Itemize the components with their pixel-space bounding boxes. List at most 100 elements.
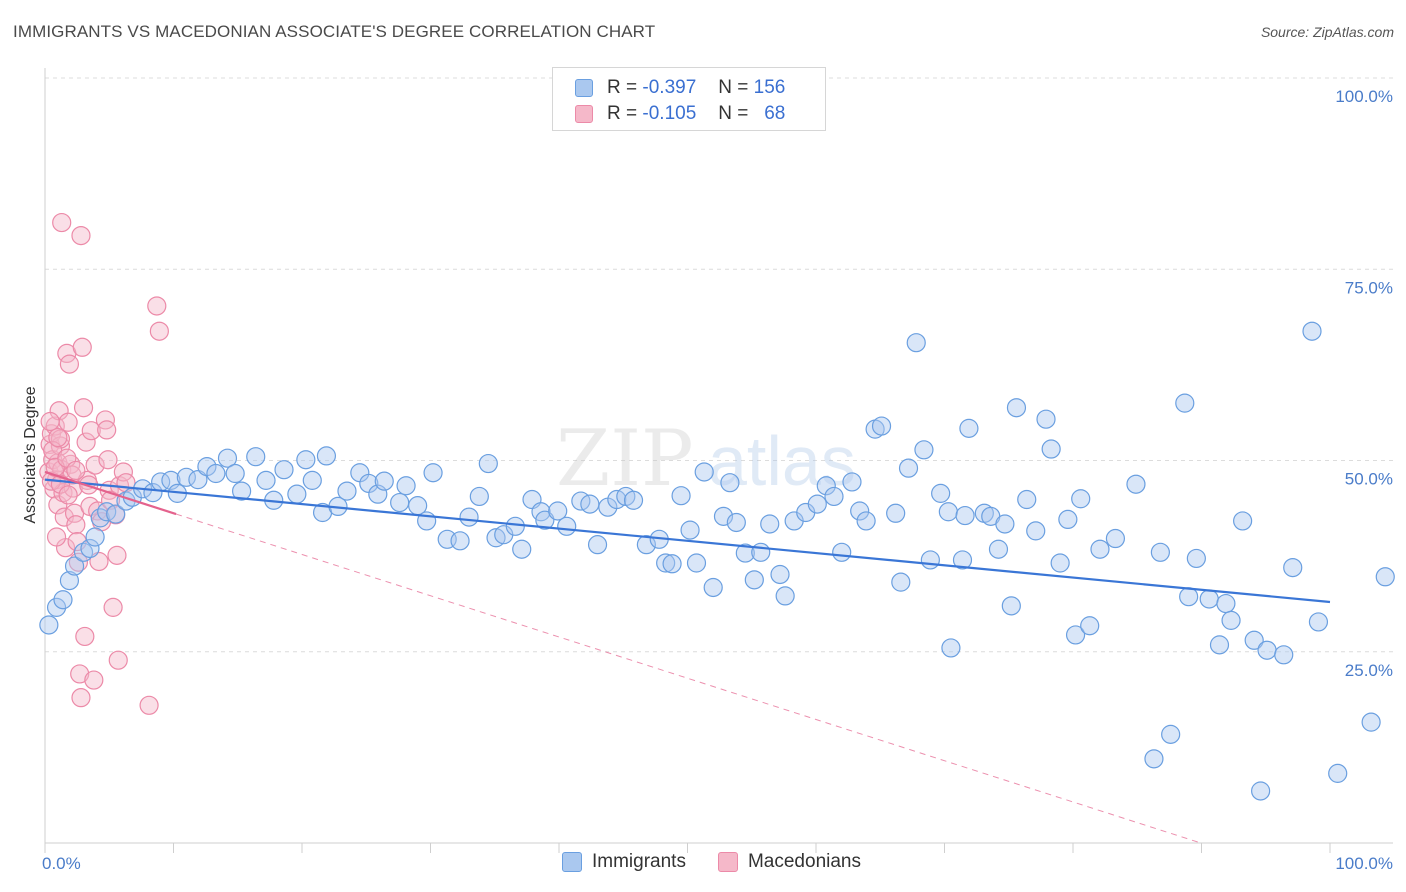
chart-source: Source: ZipAtlas.com [1260, 24, 1394, 40]
legend-n-value: 156 [753, 77, 786, 98]
immigrants-point [1179, 587, 1199, 607]
immigrants-point [824, 486, 844, 507]
watermark-atlas: atlas [708, 422, 856, 500]
immigrants-point [1274, 645, 1294, 665]
immigrants-point [512, 539, 532, 559]
immigrants-point [1251, 781, 1271, 801]
macedonians-point [89, 551, 109, 572]
macedonians-swatch [717, 852, 738, 872]
immigrants-point [246, 447, 266, 467]
immigrants-point [1041, 439, 1061, 459]
legend-n-value: 68 [764, 103, 786, 124]
immigrants-point [1036, 409, 1056, 429]
immigrants-point [842, 472, 862, 492]
macedonians-point [72, 337, 92, 357]
immigrants-point [53, 590, 73, 610]
macedonians-swatch [575, 105, 593, 123]
macedonians-point [76, 432, 96, 452]
immigrants-point [694, 462, 714, 482]
macedonians-point [70, 664, 90, 684]
immigrants-point [744, 570, 764, 590]
immigrants-point [1199, 589, 1219, 609]
immigrants-point [1105, 528, 1126, 549]
macedonians-point [103, 597, 123, 617]
immigrants-point [941, 638, 961, 658]
immigrants-point [886, 503, 906, 523]
gridlines [45, 77, 1393, 653]
immigrants-point [920, 550, 940, 570]
macedonians-trend-line [44, 470, 177, 516]
immigrants-point [85, 527, 105, 547]
immigrants-point [686, 553, 707, 573]
immigrants-point [80, 538, 100, 559]
legend-r-label: R = [607, 103, 638, 124]
legend-item-immigrants[interactable]: Immigrants [562, 851, 686, 873]
immigrants-point [1080, 616, 1100, 636]
macedonians-trend-extension [175, 513, 1201, 844]
immigrants-point [680, 520, 700, 540]
macedonians-point [52, 212, 72, 233]
immigrants-point [1361, 712, 1381, 732]
immigrants-point [959, 418, 979, 438]
immigrants-point [587, 535, 608, 555]
immigrants-point [1257, 640, 1277, 660]
immigrants-point [1216, 593, 1236, 614]
x-tick-label: 0.0% [42, 854, 81, 873]
immigrants-point [662, 554, 682, 574]
immigrants-point [1050, 553, 1070, 573]
immigrants-point [1186, 548, 1206, 569]
immigrants-point [636, 535, 656, 555]
immigrants-point [832, 542, 852, 562]
immigrants-point [1244, 630, 1264, 650]
legend-n-label: N = [718, 103, 749, 124]
immigrants-swatch [562, 852, 582, 872]
legend-label-immigrants: Immigrants [592, 851, 686, 872]
macedonians-point [108, 650, 128, 670]
macedonians-point [149, 321, 169, 341]
immigrants-point [1026, 521, 1046, 541]
macedonians-point [58, 412, 78, 432]
immigrants-point [390, 492, 410, 513]
immigrants-points [39, 321, 1395, 801]
immigrants-point [64, 556, 85, 576]
immigrants-point [850, 501, 870, 521]
legend-label-macedonians: Macedonians [747, 851, 861, 872]
macedonians-points [39, 212, 169, 715]
macedonians-point [95, 410, 115, 430]
immigrants-point [459, 507, 479, 527]
legend-r-value: -0.397 [642, 77, 697, 98]
immigrants-point [891, 572, 911, 592]
watermark-zip: ZIP [556, 414, 694, 504]
macedonians-point [58, 485, 78, 505]
immigrants-point [807, 494, 827, 514]
immigrants-point [988, 539, 1009, 559]
immigrants-point [623, 490, 644, 510]
immigrants-point [225, 463, 245, 484]
immigrants-point [217, 448, 238, 468]
immigrants-point [871, 416, 892, 436]
macedonians-point [147, 296, 167, 316]
tick-labels: 25.0% 50.0% 75.0% 100.0% 0.0% 100.0% [42, 87, 1393, 873]
immigrants-point [816, 476, 836, 496]
y-tick-label: 75.0% [1345, 278, 1393, 297]
macedonians-point [75, 626, 95, 647]
immigrants-point [1233, 511, 1253, 531]
immigrants-point [995, 514, 1015, 534]
immigrants-point [188, 470, 208, 490]
legend-row-macedonians: R = -0.105 N = 68 [575, 102, 785, 126]
immigrants-point [1302, 321, 1322, 341]
immigrants-point [256, 470, 276, 490]
immigrants-point [1283, 557, 1303, 578]
immigrants-point [1001, 596, 1021, 616]
immigrants-point [931, 483, 951, 503]
immigrants-point [775, 586, 795, 606]
immigrants-point [374, 471, 394, 491]
legend-item-macedonians[interactable]: Macedonians [717, 851, 861, 873]
x-tick-label: 100.0% [1335, 854, 1393, 873]
immigrants-point [176, 467, 196, 487]
immigrants-point [656, 553, 676, 573]
immigrants-point [1209, 635, 1230, 655]
macedonians-point [98, 450, 118, 470]
immigrants-point [143, 483, 163, 503]
